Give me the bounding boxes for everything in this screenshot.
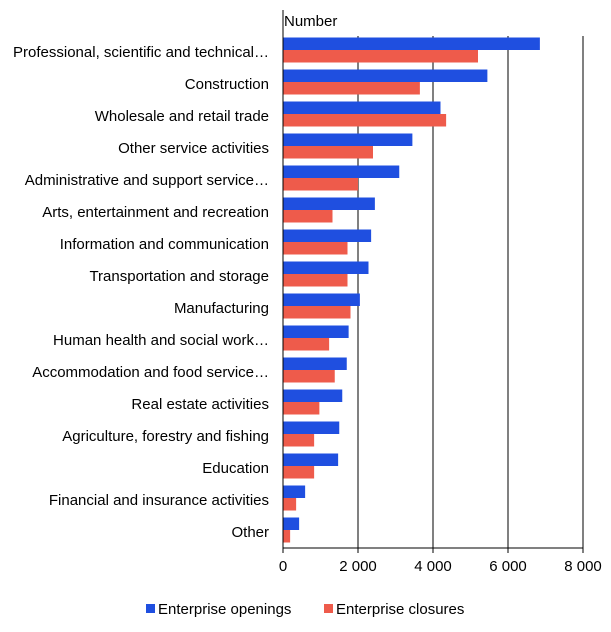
bar-openings: [283, 101, 441, 114]
bar-openings: [283, 37, 540, 50]
bar-closures: [283, 178, 358, 191]
category-label: Financial and insurance activities: [49, 492, 269, 509]
bar-openings: [283, 389, 343, 402]
bar-closures: [283, 370, 335, 383]
bar-closures: [283, 434, 315, 447]
bar-closures: [283, 338, 330, 351]
x-tick-label: 8 000: [564, 558, 602, 575]
bar-closures: [283, 242, 348, 255]
bar-closures: [283, 274, 348, 287]
category-label: Wholesale and retail trade: [95, 108, 269, 125]
bar-openings: [283, 421, 340, 434]
tick-labels: 0 2 000 4 000 6 000 8 000: [279, 558, 602, 575]
category-label: Professional, scientific and technical…: [13, 44, 269, 61]
category-label: Transportation and storage: [89, 268, 269, 285]
x-tick-label: 4 000: [414, 558, 452, 575]
category-label: Information and communication: [60, 236, 269, 253]
axis-unit-label: Number: [284, 13, 337, 30]
category-label: Real estate activities: [131, 396, 269, 413]
category-label: Other: [231, 524, 269, 541]
bar-openings: [283, 325, 349, 338]
bar-closures: [283, 210, 333, 223]
legend: Enterprise openings Enterprise closures: [146, 601, 464, 618]
bar-closures: [283, 146, 373, 159]
category-label: Education: [202, 460, 269, 477]
bar-openings: [283, 69, 488, 82]
x-tick-label: 0: [279, 558, 287, 575]
bars: [283, 37, 540, 543]
legend-swatch-closures: [324, 604, 333, 613]
category-label: Accommodation and food service…: [32, 364, 269, 381]
bar-openings: [283, 453, 339, 466]
category-label: Administrative and support service…: [25, 172, 269, 189]
category-label: Manufacturing: [174, 300, 269, 317]
bar-openings: [283, 261, 369, 274]
bar-closures: [283, 50, 478, 63]
bar-closures: [283, 402, 320, 415]
bar-openings: [283, 165, 400, 178]
category-label: Other service activities: [118, 140, 269, 157]
legend-swatch-openings: [146, 604, 155, 613]
bar-closures: [283, 82, 420, 95]
category-label: Arts, entertainment and recreation: [42, 204, 269, 221]
x-tick-label: 2 000: [339, 558, 377, 575]
bar-openings: [283, 133, 413, 146]
bar-closures: [283, 466, 315, 479]
bar-openings: [283, 357, 347, 370]
bar-openings: [283, 293, 360, 306]
bar-openings: [283, 229, 372, 242]
category-label: Human health and social work…: [53, 332, 269, 349]
bar-openings: [283, 485, 306, 498]
legend-label: Enterprise openings: [158, 601, 291, 618]
bar-openings: [283, 197, 375, 210]
bar-closures: [283, 498, 297, 511]
bar-closures: [283, 306, 351, 319]
legend-label: Enterprise closures: [336, 601, 464, 618]
bar-closures: [283, 114, 447, 127]
category-label: Construction: [185, 76, 269, 93]
category-labels: Professional, scientific and technical… C…: [13, 44, 269, 541]
x-tick-label: 6 000: [489, 558, 527, 575]
bar-closures: [283, 530, 291, 543]
bar-openings: [283, 517, 300, 530]
axes: [282, 10, 584, 553]
category-label: Agriculture, forestry and fishing: [62, 428, 269, 445]
